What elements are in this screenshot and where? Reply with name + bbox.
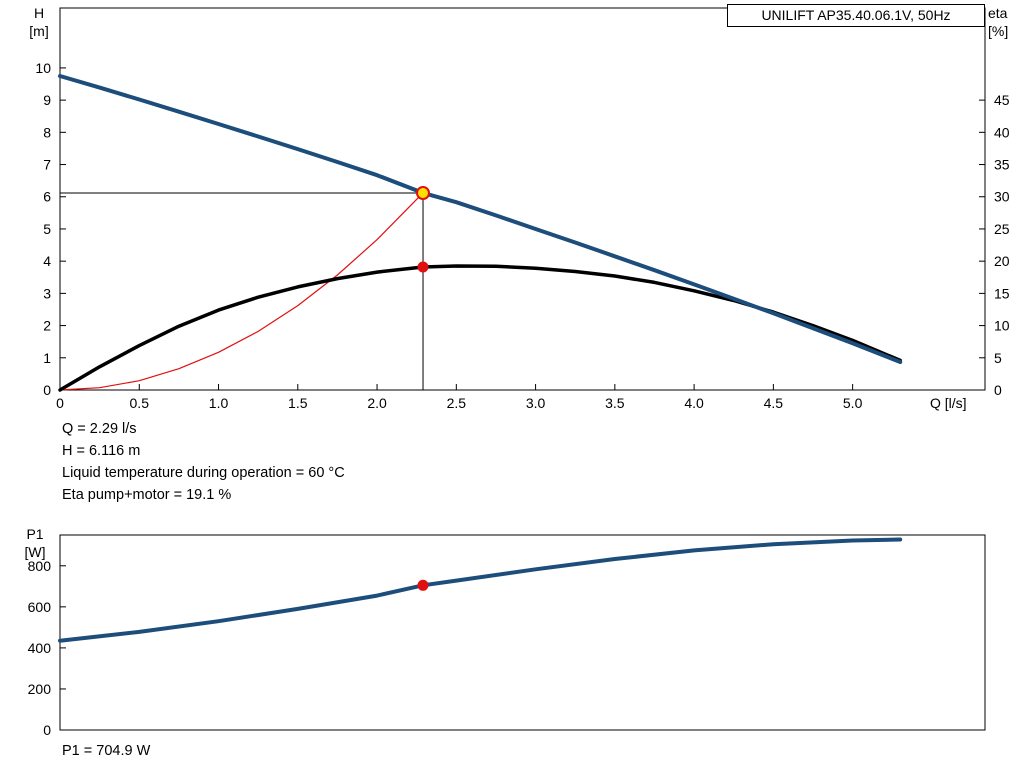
y-tick-label-right: 30 — [994, 189, 1010, 205]
readout-eta: Eta pump+motor = 19.1 % — [62, 487, 232, 503]
x-tick-label: 1.0 — [209, 395, 229, 411]
y-tick-label-right: 20 — [994, 253, 1010, 269]
y-tick-label-left: 2 — [43, 318, 51, 334]
y-tick-label-left: 9 — [43, 92, 51, 108]
readout-temperature: Liquid temperature during operation = 60… — [62, 465, 345, 481]
p1-axis-title: P1 [W] — [12, 525, 58, 561]
x-tick-label: 2.5 — [447, 395, 467, 411]
y-tick-label-right: 35 — [994, 157, 1010, 173]
y-tick-label-left: 6 — [43, 189, 51, 205]
x-tick-label: 0 — [56, 395, 64, 411]
y-tick-label-left: 3 — [43, 285, 51, 301]
y-tick-label-left: 600 — [28, 599, 52, 615]
eta-axis-title-line2: [%] — [988, 23, 1009, 39]
x-tick-label: 4.0 — [684, 395, 704, 411]
eta-axis-title: eta [%] — [988, 4, 1008, 40]
y-tick-label-left: 5 — [43, 221, 51, 237]
readout-q: Q = 2.29 l/s — [62, 421, 137, 437]
system-curve — [59, 192, 424, 391]
x-tick-label: 1.5 — [288, 395, 308, 411]
y-tick-label-right: 40 — [994, 124, 1010, 140]
plot-frame — [59, 7, 986, 391]
y-tick-label-right: 10 — [994, 318, 1010, 334]
x-tick-label: 5.0 — [843, 395, 863, 411]
h-axis-title-line2: [m] — [29, 23, 49, 39]
readout-p1: P1 = 704.9 W — [62, 743, 151, 759]
p1-axis-title-line1: P1 — [26, 526, 44, 542]
h-axis-title-line1: H — [33, 5, 45, 21]
p1-axis-title-line2: [W] — [24, 544, 46, 560]
y-tick-label-right: 45 — [994, 92, 1010, 108]
x-tick-label: 3.5 — [605, 395, 625, 411]
readout-h: H = 6.116 m — [62, 443, 141, 459]
y-tick-label-left: 1 — [43, 350, 51, 366]
y-tick-label-left: 0 — [43, 382, 51, 398]
eta-point — [417, 261, 429, 273]
y-tick-label-right: 15 — [994, 285, 1010, 301]
head-curve — [58, 74, 903, 364]
p1-chart: 0 200 400 600 800 — [28, 534, 986, 738]
q-axis-title: Q [l/s] — [930, 395, 967, 411]
duty-point — [416, 186, 430, 200]
p1-point — [417, 579, 429, 591]
y-tick-label-left: 4 — [43, 253, 51, 269]
x-tick-label: 3.0 — [526, 395, 546, 411]
y-tick-label-left: 0 — [43, 722, 51, 738]
x-tick-label: 0.5 — [130, 395, 150, 411]
y-tick-label-left: 800 — [28, 558, 52, 574]
x-tick-label: 2.0 — [367, 395, 387, 411]
eta-axis-title-line1: eta — [988, 5, 1008, 21]
pump-title-box: UNILIFT AP35.40.06.1V, 50Hz — [727, 4, 985, 27]
y-tick-label-left: 8 — [43, 124, 51, 140]
y-tick-label-left: 400 — [28, 640, 52, 656]
y-tick-label-right: 25 — [994, 221, 1010, 237]
p1-curve — [58, 537, 903, 643]
h-axis-title: H [m] — [16, 4, 62, 40]
y-tick-label-right: 5 — [994, 350, 1002, 366]
y-tick-label-left: 7 — [43, 157, 51, 173]
plot-frame — [59, 534, 986, 731]
y-tick-label-left: 200 — [28, 681, 52, 697]
y-tick-label-right: 0 — [994, 382, 1002, 398]
eta-curve — [58, 264, 902, 392]
x-tick-label: 4.5 — [764, 395, 784, 411]
y-tick-label-left: 10 — [35, 60, 51, 76]
